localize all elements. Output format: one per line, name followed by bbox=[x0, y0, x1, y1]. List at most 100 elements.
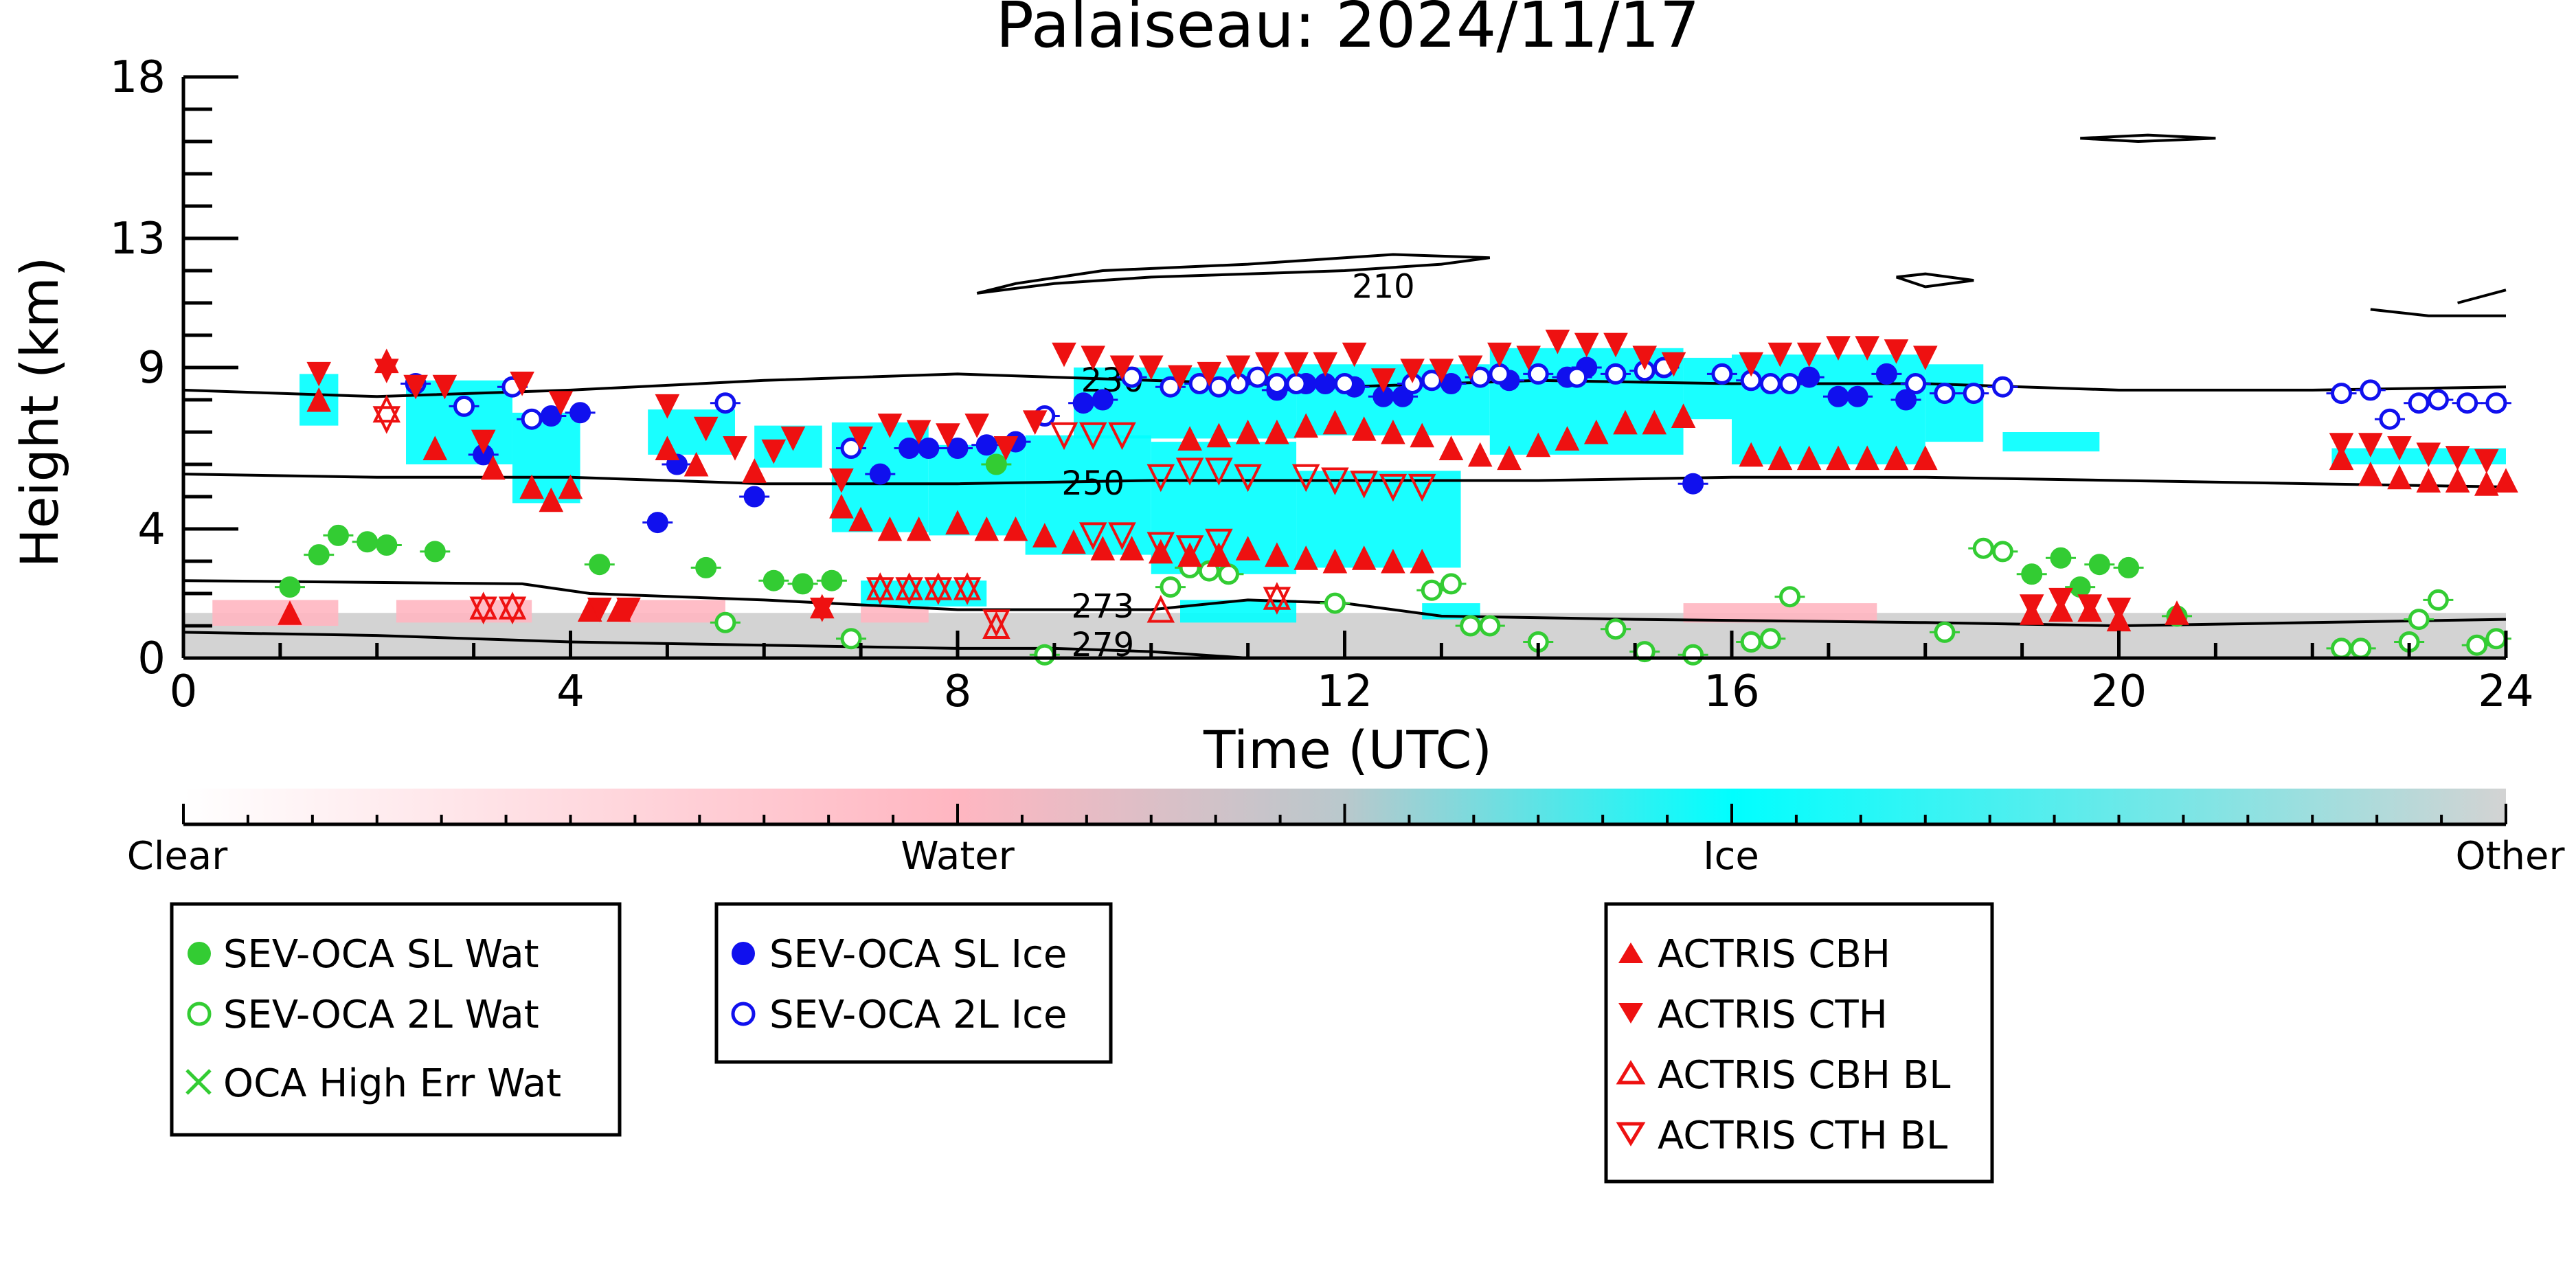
point-actris-cth bbox=[693, 416, 719, 442]
point-sev-oca-sl-ice bbox=[918, 438, 940, 459]
point-actris-cth bbox=[2329, 433, 2354, 457]
point-actris-cth bbox=[306, 361, 332, 387]
point-actris-cbh bbox=[1671, 403, 1696, 428]
point-sev-oca-2l-wat bbox=[840, 628, 862, 650]
point-actris-cth-bl bbox=[1379, 473, 1408, 502]
point-actris-cth bbox=[1429, 359, 1454, 383]
point-actris-cth bbox=[1912, 346, 1938, 371]
x-tick-label: 8 bbox=[944, 666, 972, 717]
legend-ice: SEV-OCA SL Ice SEV-OCA 2L Ice bbox=[714, 902, 1113, 1064]
point-actris-cbh bbox=[1351, 545, 1377, 570]
point-sev-oca-2l-wat bbox=[1160, 576, 1182, 598]
point-sev-oca-sl-wat bbox=[821, 569, 843, 591]
point-actris-cbh bbox=[1090, 536, 1116, 561]
point-sev-oca-sl-ice bbox=[1875, 363, 1897, 385]
point-actris-cbh-bl bbox=[1146, 595, 1175, 623]
point-sev-oca-sl-ice bbox=[1846, 385, 1868, 407]
point-sev-oca-sl-wat bbox=[424, 541, 446, 563]
point-actris-cth bbox=[2387, 436, 2412, 461]
point-sev-oca-2l-ice bbox=[2408, 392, 2430, 414]
point-actris-cth-bl bbox=[1234, 464, 1262, 493]
contour-line bbox=[183, 579, 2507, 628]
point-sev-oca-2l-ice bbox=[1991, 376, 2013, 398]
legend-marker-cth bbox=[1618, 1003, 1643, 1024]
point-actris-cbh bbox=[974, 516, 999, 541]
point-actris-cbh bbox=[1497, 445, 1522, 471]
point-actris-cth bbox=[2474, 449, 2499, 474]
point-sev-oca-2l-ice bbox=[1779, 373, 1801, 394]
point-actris-cbh bbox=[1438, 436, 1464, 460]
point-sev-oca-2l-wat bbox=[1460, 615, 1482, 637]
legend-marker-sl-ice bbox=[732, 942, 755, 965]
point-sev-oca-2l-ice bbox=[2331, 383, 2353, 405]
point-actris-cth bbox=[1603, 332, 1628, 358]
point-sev-oca-2l-wat bbox=[2331, 637, 2353, 659]
point-actris-cbh-bl bbox=[895, 572, 923, 600]
point-actris-cbh bbox=[1265, 419, 1289, 444]
point-actris-cbh bbox=[1555, 426, 1580, 451]
contour-line bbox=[2457, 289, 2507, 304]
point-actris-cth bbox=[2416, 442, 2441, 468]
point-actris-cbh bbox=[1855, 445, 1880, 471]
point-actris-cbh bbox=[1884, 445, 1909, 471]
point-actris-cth bbox=[403, 374, 428, 400]
contour-label: 210 bbox=[1352, 268, 1415, 306]
point-actris-cbh bbox=[1526, 432, 1551, 457]
point-actris-cbh bbox=[1148, 539, 1173, 564]
point-sev-oca-2l-ice bbox=[1334, 373, 1355, 394]
cloud-mask-layer bbox=[183, 348, 2506, 658]
point-actris-cth bbox=[1225, 355, 1251, 381]
point-actris-cth bbox=[809, 598, 835, 622]
legend-label-sl-ice: SEV-OCA SL Ice bbox=[769, 932, 1067, 977]
point-sev-oca-sl-ice bbox=[899, 438, 920, 459]
point-sev-oca-2l-wat bbox=[2427, 589, 2449, 611]
legend-actris: ACTRIS CBH ACTRIS CTH ACTRIS CBH BL ACTR… bbox=[1604, 902, 1994, 1184]
point-sev-oca-sl-ice bbox=[1798, 366, 1820, 388]
legend-marker-high-err-wat bbox=[185, 1069, 212, 1095]
point-actris-cbh bbox=[1235, 536, 1261, 561]
point-sev-oca-2l-ice bbox=[1711, 363, 1733, 385]
mask-region-water bbox=[212, 600, 339, 626]
point-sev-oca-2l-wat bbox=[1440, 573, 1462, 595]
point-actris-cbh bbox=[1739, 442, 1764, 467]
point-actris-cth bbox=[1487, 342, 1512, 368]
point-actris-cbh bbox=[1912, 445, 1938, 471]
point-sev-oca-2l-wat bbox=[1934, 621, 1956, 643]
point-actris-cth-bl bbox=[1321, 467, 1349, 495]
point-actris-cth-bl bbox=[866, 577, 894, 605]
point-sev-oca-2l-wat bbox=[1324, 592, 1346, 614]
point-actris-cbh bbox=[1583, 419, 1609, 444]
point-actris-cth-bl bbox=[1263, 587, 1291, 615]
point-sev-oca-sl-wat bbox=[2118, 556, 2140, 578]
point-actris-cth-bl bbox=[1291, 464, 1320, 493]
point-sev-oca-2l-wat bbox=[1972, 537, 1994, 559]
colorbar-label-clear: Clear bbox=[127, 834, 228, 879]
point-actris-cth bbox=[723, 436, 747, 461]
point-actris-cth bbox=[1052, 342, 1076, 368]
point-actris-cth bbox=[2077, 594, 2103, 619]
y-tick-label: 4 bbox=[137, 504, 166, 555]
point-actris-cth bbox=[780, 426, 806, 451]
point-sev-oca-sl-ice bbox=[1092, 389, 1114, 411]
point-actris-cth bbox=[655, 394, 680, 419]
point-actris-cbh bbox=[1826, 445, 1851, 471]
point-actris-cbh-bl bbox=[982, 611, 1010, 639]
data-markers bbox=[278, 329, 2518, 666]
point-actris-cbh bbox=[906, 516, 931, 541]
point-actris-cth-bl bbox=[895, 577, 923, 605]
point-sev-oca-2l-ice bbox=[1285, 373, 1307, 394]
point-actris-cth bbox=[1826, 336, 1851, 361]
point-actris-cbh bbox=[1410, 422, 1435, 448]
point-actris-cbh bbox=[1293, 413, 1319, 438]
legend-label-cth: ACTRIS CTH bbox=[1658, 993, 1888, 1037]
point-actris-cbh bbox=[683, 451, 709, 477]
point-actris-cth bbox=[1138, 355, 1164, 381]
point-actris-cbh bbox=[2165, 600, 2189, 625]
point-sev-oca-2l-wat bbox=[1759, 628, 1781, 650]
point-actris-cth bbox=[548, 391, 574, 416]
legend-marker-cbh bbox=[1618, 942, 1643, 963]
point-actris-cbh bbox=[655, 436, 680, 460]
point-actris-cth bbox=[877, 414, 903, 438]
legend-label-high-err-wat: OCA High Err Wat bbox=[223, 1061, 561, 1106]
point-actris-cbh bbox=[1265, 542, 1289, 567]
